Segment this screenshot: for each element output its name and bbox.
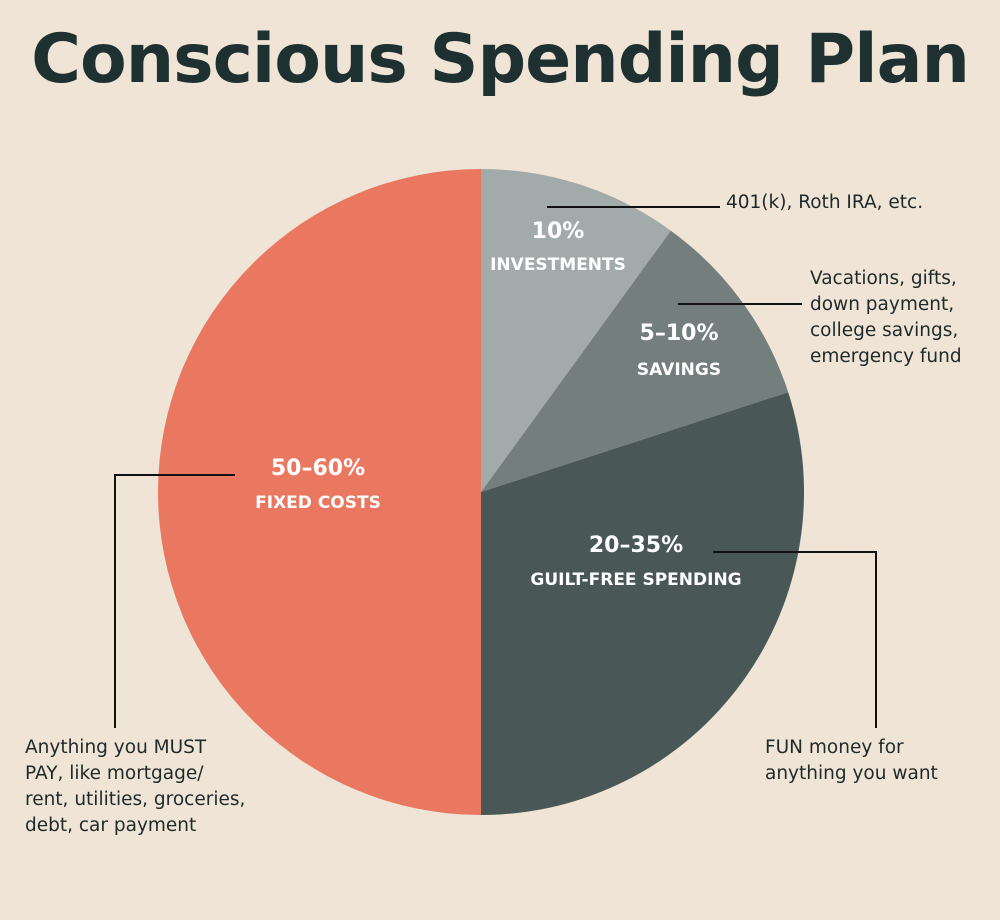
leader-fixed [114, 474, 235, 728]
note-investments: 401(k), Roth IRA, etc. [726, 192, 924, 213]
slice-guilt-free-spending [481, 392, 805, 815]
slice-percent-label: 5–10% [640, 321, 719, 346]
note-guilt-free-spending: FUN money for anything you want [765, 737, 938, 784]
slice-name-label: FIXED COSTS [255, 493, 381, 513]
slice-investments [481, 169, 671, 492]
slice-name-label: SAVINGS [637, 360, 721, 380]
note-fixed-costs: Anything you MUST PAY, like mortgage/ re… [25, 737, 246, 836]
slice-percent-label: 10% [532, 219, 585, 244]
note-savings: Vacations, gifts, down payment, college … [810, 268, 962, 367]
slice-fixed-costs [158, 169, 481, 815]
slice-percent-label: 50–60% [271, 456, 365, 481]
chart-title: Conscious Spending Plan [31, 20, 970, 99]
leader-fun [713, 551, 877, 728]
slice-name-label: GUILT-FREE SPENDING [530, 570, 741, 590]
slice-name-label: INVESTMENTS [490, 255, 626, 275]
slice-savings [481, 230, 789, 493]
slice-percent-label: 20–35% [589, 533, 683, 558]
